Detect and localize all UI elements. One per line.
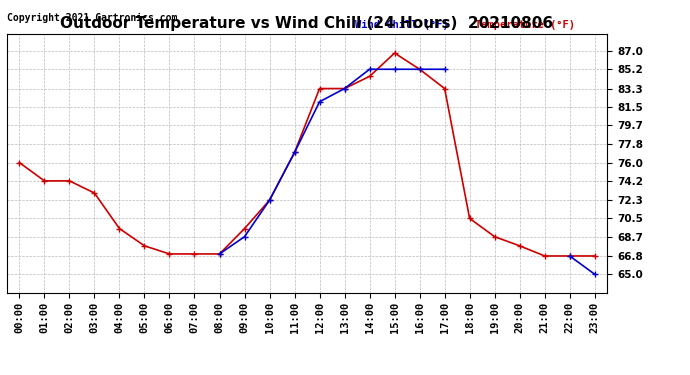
Text: Temperature (°F): Temperature (°F) (475, 20, 575, 30)
Title: Outdoor Temperature vs Wind Chill (24 Hours)  20210806: Outdoor Temperature vs Wind Chill (24 Ho… (61, 16, 553, 31)
Text: Copyright 2021 Cartronics.com: Copyright 2021 Cartronics.com (7, 13, 177, 23)
Text: Wind Chill (°F): Wind Chill (°F) (355, 20, 448, 30)
